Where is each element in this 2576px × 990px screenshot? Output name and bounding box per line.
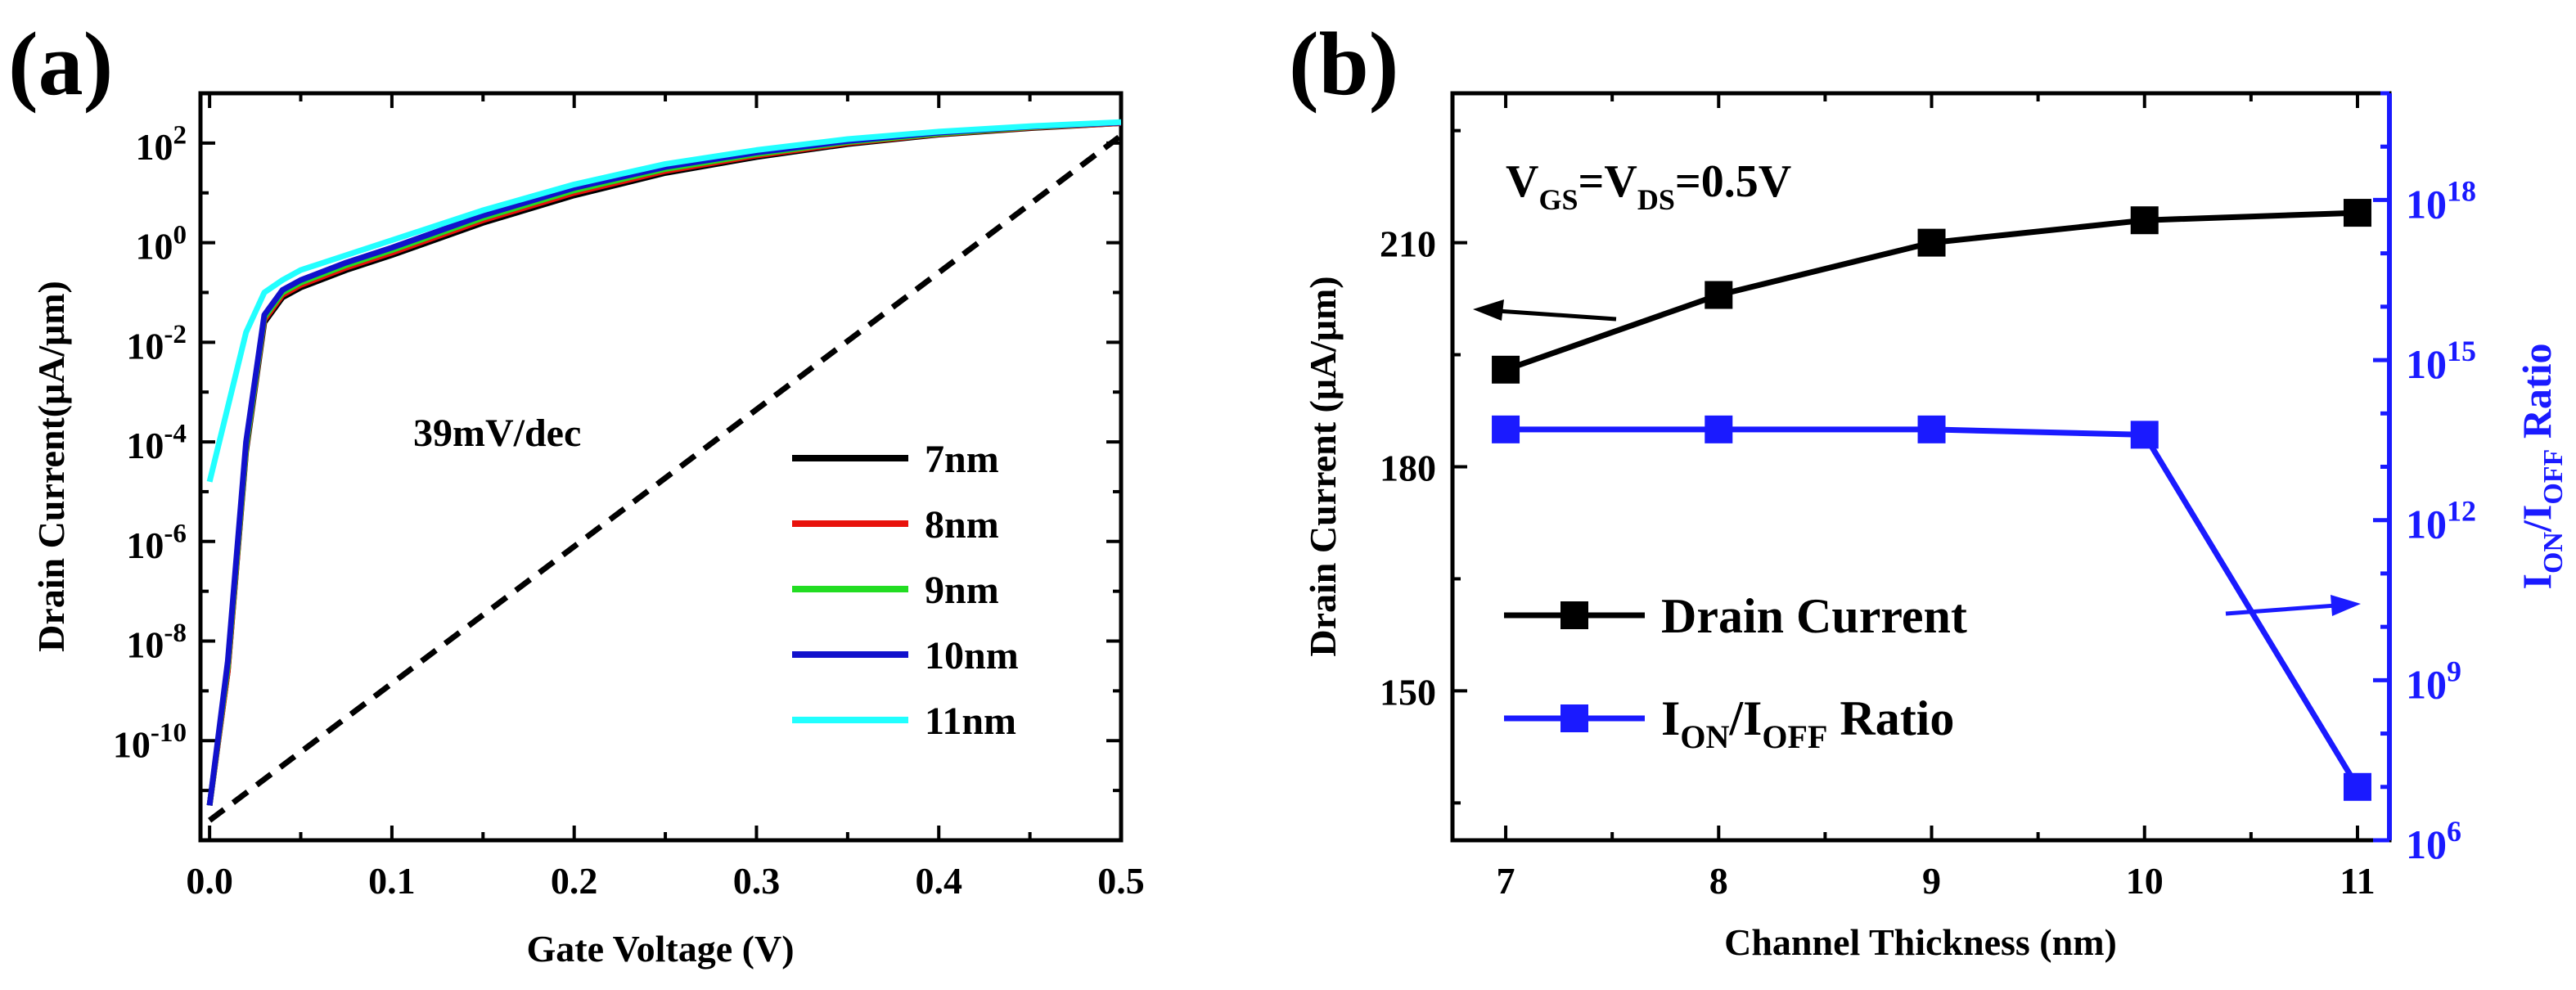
panel-b: (b) 150 180 210 106 109 1012 1015 1018 7 8 9 10 11…: [1289, 14, 2569, 963]
panel-a-y-tick-label: 10-10: [113, 718, 187, 765]
panel-b-x-tick-label: 9: [1922, 860, 1941, 902]
panel-b-marker-ion-ioff-ratio: [2343, 772, 2371, 801]
panel-b-x-tick-label: 11: [2340, 860, 2375, 902]
panel-a-plot-frame: [198, 91, 1124, 843]
panel-b-left-y-axis-label: Drain Current (μA/μm): [1302, 276, 1344, 656]
panel-b-marker-drain-current: [2343, 199, 2371, 227]
panel-a-legend-label-9nm: 9nm: [925, 569, 999, 612]
panel-a-x-tick-label: 0.1: [368, 860, 416, 902]
panel-a-y-tick-label: 10-4: [126, 419, 187, 466]
svg-text:ION/IOFF Ratio: ION/IOFF Ratio: [1661, 691, 1954, 755]
panel-b-left-axis-arrow: [1473, 299, 1617, 322]
panel-a-x-tick-label: 0.4: [915, 860, 962, 902]
panel-a-y-tick-labels: 10-10 10-8 10-6 10-4 10-2 100 102: [113, 120, 187, 766]
panel-b-annotation: VGS=VDS=0.5V: [1506, 156, 1791, 216]
panel-a-legend-label-10nm: 10nm: [925, 634, 1019, 677]
panel-a-label: (a): [8, 14, 113, 114]
panel-b-right-y-axis-label: ION/IOFF Ratio: [2514, 344, 2569, 590]
panel-a-x-tick-label: 0.2: [551, 860, 598, 902]
panel-a-series-group: [206, 119, 1121, 806]
panel-b-right-axis-arrow: [2225, 595, 2361, 616]
panel-a-series-11nm: [206, 119, 1121, 483]
panel-a-y-tick-label: 100: [135, 219, 187, 267]
legend-entry-drain-current: Drain Current: [1504, 589, 1967, 643]
panel-b-marker-ion-ioff-ratio: [1917, 415, 1946, 443]
panel-b-marker-drain-current: [1492, 355, 1520, 384]
panel-a-reference-dashed-line: [208, 133, 1121, 823]
panel-b-marker-drain-current: [2130, 206, 2159, 235]
panel-a-x-tick-labels: 0.0 0.1 0.2 0.3 0.4 0.5: [186, 860, 1144, 902]
panel-a-y-tick-label: 102: [135, 120, 187, 168]
panel-a-legend: 7nm 8nm 9nm 10nm 11nm: [792, 438, 1019, 743]
panel-b-marker-ion-ioff-ratio: [1705, 415, 1733, 443]
panel-b-left-y-tick-label: 180: [1380, 448, 1436, 489]
panel-b-marker-drain-current: [1917, 228, 1946, 257]
panel-b-label: (b): [1289, 14, 1398, 114]
panel-b-x-tick-label: 8: [1709, 860, 1728, 902]
panel-b-x-tick-label: 10: [2126, 860, 2164, 902]
panel-b-series-group: [1492, 199, 2371, 801]
panel-b-legend: Drain Current ION/IOFF Ratio: [1504, 589, 1967, 755]
panel-b-left-y-tick-label: 210: [1380, 223, 1436, 265]
panel-b-right-y-tick-labels: 106 109 1012 1015 1018: [2406, 174, 2476, 867]
svg-text:Drain Current: Drain Current: [1661, 589, 1967, 643]
panel-b-left-y-tick-label: 150: [1380, 671, 1436, 713]
panel-b-left-y-tick-labels: 150 180 210: [1380, 223, 1436, 713]
panel-a-y-axis-label: Drain Current(μA/μm): [30, 281, 72, 652]
panel-b-marker-ion-ioff-ratio: [2130, 421, 2159, 449]
panel-b-right-y-tick-label: 1012: [2406, 495, 2476, 547]
panel-a-legend-label-8nm: 8nm: [925, 503, 999, 547]
panel-a-annotation: 39mV/dec: [413, 412, 581, 455]
panel-a-ticks: [200, 92, 1123, 842]
panel-a-x-tick-label: 0.3: [733, 860, 781, 902]
panel-b-right-y-tick-label: 1015: [2406, 335, 2476, 387]
panel-b-right-y-tick-label: 106: [2406, 815, 2461, 867]
panel-b-x-tick-label: 7: [1497, 860, 1515, 902]
panel-a-x-tick-label: 0.0: [186, 860, 233, 902]
panel-b-right-y-tick-label: 1018: [2406, 174, 2476, 227]
panel-a-y-tick-label: 10-8: [126, 618, 187, 665]
panel-b-x-tick-labels: 7 8 9 10 11: [1497, 860, 2376, 902]
legend-entry-ion-ioff-ratio: ION/IOFF Ratio: [1504, 691, 1954, 755]
panel-a-legend-label-11nm: 11nm: [925, 700, 1016, 743]
panel-b-marker-drain-current: [1705, 281, 1733, 309]
panel-a-legend-label-7nm: 7nm: [925, 438, 999, 481]
panel-b-x-axis-label: Channel Thickness (nm): [1724, 921, 2117, 963]
panel-b-marker-ion-ioff-ratio: [1492, 415, 1520, 443]
panel-b-ticks: [1452, 91, 2389, 843]
panel-b-right-y-tick-label: 109: [2406, 655, 2461, 707]
panel-a-y-tick-label: 10-6: [126, 518, 187, 565]
panel-a-x-tick-label: 0.5: [1097, 860, 1145, 902]
panel-a-y-tick-label: 10-2: [126, 319, 187, 367]
panel-a-x-axis-label: Gate Voltage (V): [526, 928, 794, 970]
